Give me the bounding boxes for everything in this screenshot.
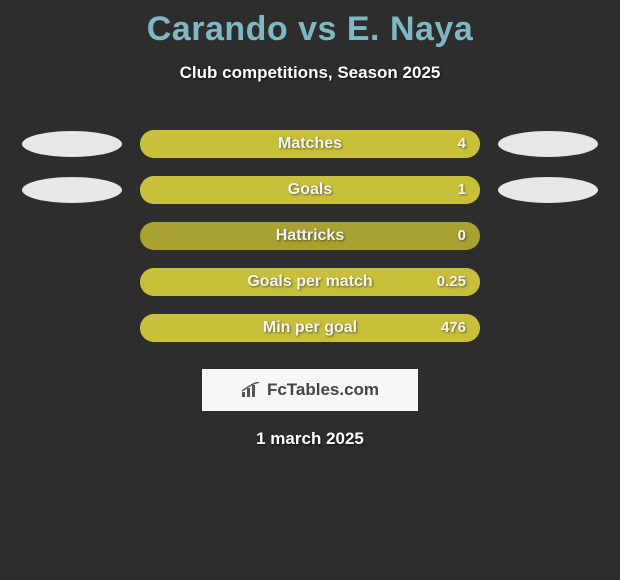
stat-bar: Goals1: [140, 176, 480, 204]
stat-value: 0: [458, 222, 466, 250]
stat-row: Goals per match0.25: [0, 259, 620, 305]
stat-bar: Min per goal476: [140, 314, 480, 342]
bar-fill-right: [140, 176, 480, 204]
stat-row: Min per goal476: [0, 305, 620, 351]
stat-bar: Matches4: [140, 130, 480, 158]
stat-rows: Matches4 Goals1 Hattricks0 Goals per match0…: [0, 121, 620, 351]
right-value-ellipse: [498, 269, 598, 295]
left-value-ellipse: [22, 177, 122, 203]
bar-fill-right: [140, 268, 480, 296]
left-value-ellipse: [22, 223, 122, 249]
stat-bar: Hattricks0: [140, 222, 480, 250]
bar-fill-right: [140, 130, 480, 158]
brand-badge: FcTables.com: [202, 369, 418, 411]
brand-chart-icon: [241, 382, 261, 398]
stat-bar: Goals per match0.25: [140, 268, 480, 296]
right-value-ellipse: [498, 131, 598, 157]
bar-fill-right: [140, 314, 480, 342]
right-value-ellipse: [498, 177, 598, 203]
right-value-ellipse: [498, 223, 598, 249]
left-value-ellipse: [22, 315, 122, 341]
stat-row: Goals1: [0, 167, 620, 213]
left-value-ellipse: [22, 131, 122, 157]
stat-row: Matches4: [0, 121, 620, 167]
brand-text: FcTables.com: [267, 380, 379, 400]
stat-label: Hattricks: [140, 222, 480, 250]
stat-row: Hattricks0: [0, 213, 620, 259]
page-title: Carando vs E. Naya: [0, 0, 620, 49]
left-value-ellipse: [22, 269, 122, 295]
date-label: 1 march 2025: [0, 429, 620, 449]
right-value-ellipse: [498, 315, 598, 341]
page-subtitle: Club competitions, Season 2025: [0, 63, 620, 83]
comparison-infographic: Carando vs E. Naya Club competitions, Se…: [0, 0, 620, 580]
